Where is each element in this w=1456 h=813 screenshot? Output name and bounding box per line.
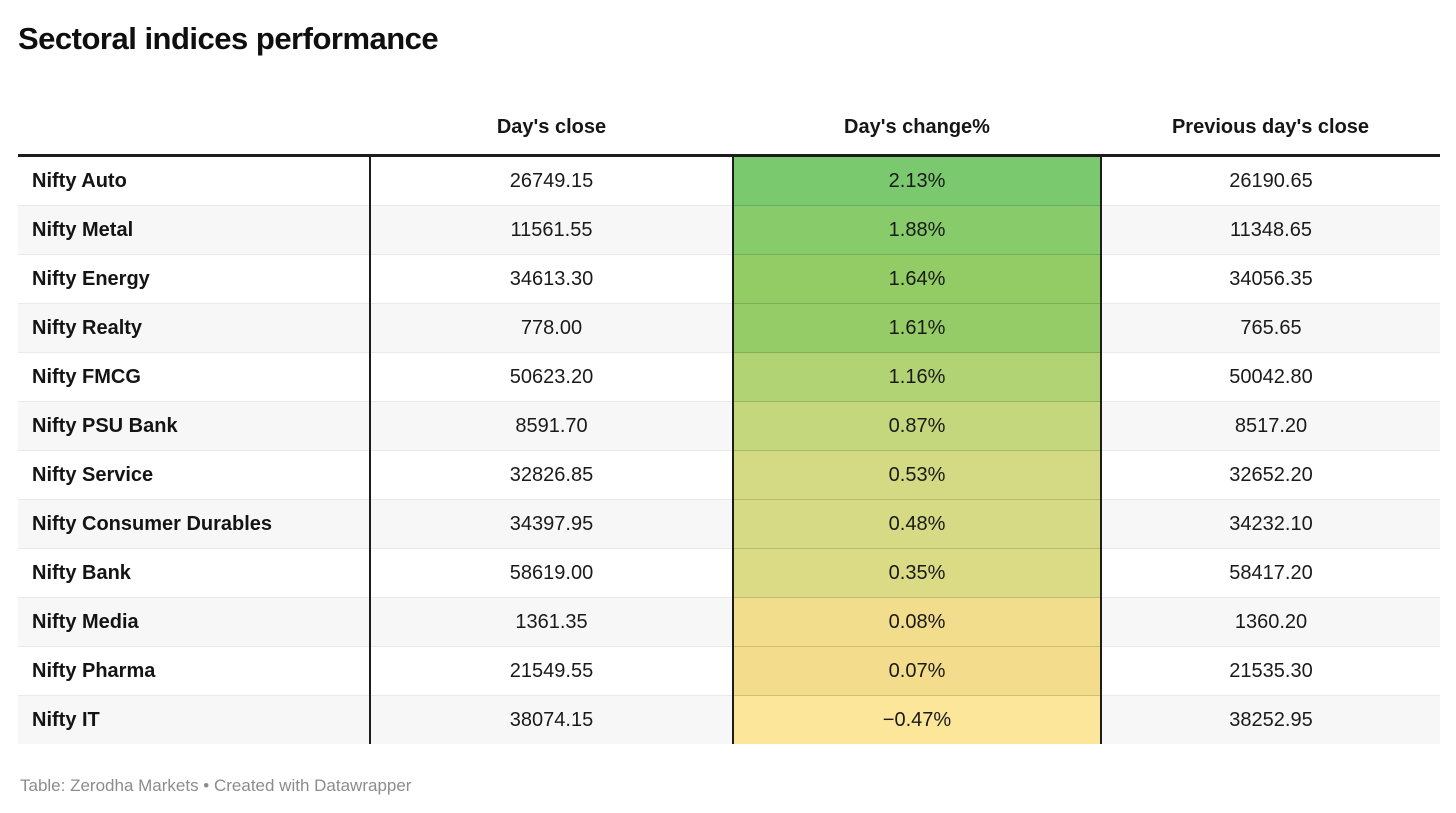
row-label-cell: Nifty Auto xyxy=(18,155,371,206)
row-label-cell: Nifty Pharma xyxy=(18,646,371,696)
sectoral-indices-table: Day's close Day's change% Previous day's… xyxy=(18,116,1440,744)
days-change-heatmap-cell: 1.16% xyxy=(732,352,1102,402)
row-label-cell: Nifty Bank xyxy=(18,548,371,598)
table-row: Nifty PSU Bank 8591.70 0.87% 8517.20 xyxy=(18,401,1440,451)
previous-close-cell: 38252.95 xyxy=(1101,695,1440,744)
days-close-cell: 26749.15 xyxy=(509,169,594,192)
table-row: Nifty Service 32826.85 0.53% 32652.20 xyxy=(18,450,1440,500)
row-label-cell: Nifty IT xyxy=(18,695,371,744)
days-close-cell: 1361.35 xyxy=(370,597,733,647)
previous-close-cell: 21535.30 xyxy=(1101,646,1440,696)
row-label-cell: Nifty Consumer Durables xyxy=(18,499,371,549)
days-close-cell: 11561.55 xyxy=(370,205,733,255)
days-change-heatmap-cell: 1.64% xyxy=(732,254,1102,304)
table-row: Nifty Bank 58619.00 0.35% 58417.20 xyxy=(18,548,1440,598)
row-label-cell: Nifty Metal xyxy=(18,205,371,255)
previous-close-cell: 34056.35 xyxy=(1101,254,1440,304)
days-change-heatmap-cell: 0.08% xyxy=(732,597,1102,647)
table-row: Nifty IT 38074.15 −0.47% 38252.95 xyxy=(18,695,1440,744)
previous-close-cell: 1360.20 xyxy=(1101,597,1440,647)
row-label-cell: Nifty FMCG xyxy=(18,352,371,402)
table-row: Nifty Realty 778.00 1.61% 765.65 xyxy=(18,303,1440,353)
previous-close-cell: 8517.20 xyxy=(1101,401,1440,451)
table-row: Nifty FMCG 50623.20 1.16% 50042.80 xyxy=(18,352,1440,402)
days-close-cell: 32826.85 xyxy=(370,450,733,500)
days-close-cell: 21549.55 xyxy=(370,646,733,696)
previous-close-cell: 11348.65 xyxy=(1101,205,1440,255)
days-change-heatmap-cell: 0.53% xyxy=(732,450,1102,500)
previous-close-cell: 34232.10 xyxy=(1101,499,1440,549)
days-close-cell: 34397.95 xyxy=(370,499,733,549)
row-label-cell: Nifty Realty xyxy=(18,303,371,353)
days-change-heatmap-cell: 2.13% xyxy=(732,155,1102,206)
row-label-cell: Nifty Service xyxy=(18,450,371,500)
table-row: Nifty Auto 26749.15 2.13% 26190.65 xyxy=(18,155,1440,206)
days-change-heatmap-cell: 0.87% xyxy=(732,401,1102,451)
row-label-cell: Nifty PSU Bank xyxy=(18,401,371,451)
page-title: Sectoral indices performance xyxy=(18,21,439,56)
previous-close-cell: 32652.20 xyxy=(1101,450,1440,500)
row-label-cell: Nifty Media xyxy=(18,597,371,647)
table-body: Nifty Auto 26749.15 2.13% 26190.65 Nifty… xyxy=(18,155,1440,744)
column-header-previous-close: Previous day's close xyxy=(1171,116,1370,138)
column-header-days-change: Day's change% xyxy=(844,116,990,138)
days-close-cell: 34613.30 xyxy=(370,254,733,304)
days-change-heatmap-cell: 1.88% xyxy=(732,205,1102,255)
days-change-heatmap-cell: 0.07% xyxy=(732,646,1102,696)
days-change-heatmap-cell: 0.35% xyxy=(732,548,1102,598)
days-close-cell: 58619.00 xyxy=(370,548,733,598)
table-row: Nifty Media 1361.35 0.08% 1360.20 xyxy=(18,597,1440,647)
table-header-row: Day's close Day's change% Previous day's… xyxy=(18,116,1440,156)
table-footer: Table: Zerodha Markets • Created with Da… xyxy=(20,776,412,795)
days-change-heatmap-cell: −0.47% xyxy=(732,695,1102,744)
previous-close-cell: 58417.20 xyxy=(1101,548,1440,598)
previous-close-cell: 50042.80 xyxy=(1101,352,1440,402)
days-change-heatmap-cell: 1.61% xyxy=(732,303,1102,353)
previous-close-cell: 765.65 xyxy=(1101,303,1440,353)
column-header-index xyxy=(18,116,370,156)
table-row: Nifty Pharma 21549.55 0.07% 21535.30 xyxy=(18,646,1440,696)
days-change-heatmap-cell: 0.48% xyxy=(732,499,1102,549)
row-label-cell: Nifty Energy xyxy=(18,254,371,304)
column-header-days-close: Day's close xyxy=(496,116,607,138)
previous-close-cell: 26190.65 xyxy=(1229,169,1313,192)
days-close-cell: 50623.20 xyxy=(370,352,733,402)
table-row: Nifty Metal 11561.55 1.88% 11348.65 xyxy=(18,205,1440,255)
days-close-cell: 8591.70 xyxy=(370,401,733,451)
table-row: Nifty Consumer Durables 34397.95 0.48% 3… xyxy=(18,499,1440,549)
days-close-cell: 778.00 xyxy=(370,303,733,353)
days-close-cell: 38074.15 xyxy=(370,695,733,744)
table-row: Nifty Energy 34613.30 1.64% 34056.35 xyxy=(18,254,1440,304)
